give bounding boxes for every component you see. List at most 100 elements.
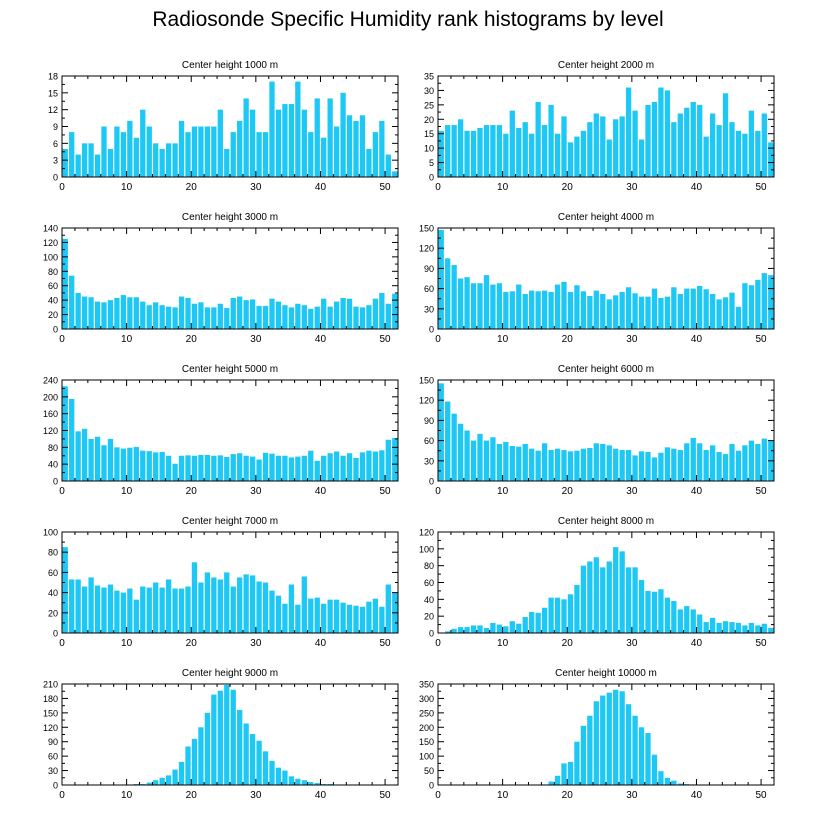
histogram-bar xyxy=(632,715,638,785)
histogram-bar xyxy=(587,296,593,329)
y-tick-label: 60 xyxy=(424,436,434,446)
histogram-bar xyxy=(165,306,172,329)
histogram-bar xyxy=(165,579,172,633)
x-tick-label: 20 xyxy=(186,486,198,497)
histogram-bar xyxy=(385,154,391,177)
histogram-bar xyxy=(548,781,554,785)
histogram-bar xyxy=(333,599,340,633)
histogram-bar xyxy=(262,132,269,177)
histogram-bar xyxy=(224,572,230,633)
y-tick-label: 80 xyxy=(48,443,58,453)
x-tick-label: 40 xyxy=(315,638,327,649)
histogram-bar xyxy=(722,621,729,633)
y-tick-label: 60 xyxy=(424,284,434,294)
x-tick-label: 40 xyxy=(315,182,327,193)
histogram-bar xyxy=(153,582,159,633)
histogram-bar xyxy=(709,445,716,481)
y-tick-label: 40 xyxy=(48,296,58,306)
panel-1: Center height 1000 m 0 10 20 30 40 50 0 3 6 9 12 15 1… xyxy=(48,60,399,193)
histogram-bar xyxy=(75,154,81,177)
histogram-bar xyxy=(445,401,451,481)
histogram-bar xyxy=(237,709,243,785)
panel-title: Center height 5000 m xyxy=(182,364,278,375)
histogram-bar xyxy=(690,101,696,177)
y-tick-label: 25 xyxy=(424,100,434,110)
histogram-bar xyxy=(392,171,398,177)
histogram-bar xyxy=(372,598,379,633)
histogram-bar xyxy=(314,597,320,633)
histogram-bar xyxy=(438,383,444,481)
histogram-bar xyxy=(735,622,742,633)
histogram-bar xyxy=(561,763,567,785)
histogram-bar xyxy=(146,126,152,177)
panel-title: Center height 6000 m xyxy=(558,364,654,375)
histogram-bar xyxy=(114,447,120,481)
histogram-bar xyxy=(729,443,735,481)
histogram-bar xyxy=(561,450,567,481)
histogram-bar xyxy=(516,446,522,481)
histogram-bar xyxy=(379,292,385,329)
histogram-bar xyxy=(237,577,243,633)
histogram-bar xyxy=(185,297,191,329)
histogram-bar xyxy=(671,780,677,785)
histogram-bar xyxy=(301,455,307,481)
histogram-bar xyxy=(709,617,716,633)
histogram-bar xyxy=(600,443,606,481)
histogram-bar xyxy=(490,437,496,481)
histogram-bar xyxy=(735,306,742,329)
y-tick-label: 120 xyxy=(419,244,434,254)
histogram-bar xyxy=(742,283,748,329)
y-tick-label: 300 xyxy=(419,694,434,704)
x-tick-label: 20 xyxy=(186,638,198,649)
histogram-bar xyxy=(385,303,391,329)
histogram-bar xyxy=(153,452,159,481)
histogram-bar xyxy=(541,443,548,481)
histogram-bar xyxy=(321,455,327,481)
histogram-bar xyxy=(600,567,606,633)
histogram-bar xyxy=(742,445,748,481)
histogram-bar xyxy=(516,127,522,177)
histogram-bar xyxy=(191,303,198,329)
histogram-bar xyxy=(153,302,159,329)
histogram-bar xyxy=(554,284,561,329)
histogram-bar xyxy=(340,92,346,177)
histogram-bar xyxy=(353,120,359,177)
histogram-bar xyxy=(81,143,88,177)
y-tick-label: 150 xyxy=(419,737,434,747)
histogram-bar xyxy=(761,438,767,481)
y-tick-label: 120 xyxy=(43,426,58,436)
histogram-bar xyxy=(308,782,314,785)
histogram-bar xyxy=(645,733,651,785)
histogram-bar xyxy=(372,132,379,177)
histogram-bar xyxy=(742,625,748,633)
x-tick-label: 30 xyxy=(250,486,262,497)
histogram-bar xyxy=(275,455,282,481)
histogram-bar xyxy=(140,586,146,633)
histogram-bar xyxy=(140,301,146,329)
x-tick-label: 10 xyxy=(497,182,509,193)
x-tick-label: 20 xyxy=(562,638,574,649)
histogram-bar xyxy=(127,447,133,481)
x-tick-label: 40 xyxy=(691,182,703,193)
histogram-bar xyxy=(464,277,470,329)
histogram-bar xyxy=(295,604,301,633)
histogram-bar xyxy=(690,437,696,481)
histogram-bar xyxy=(172,769,178,785)
histogram-bar xyxy=(593,290,599,329)
histogram-bar xyxy=(470,283,477,329)
histogram-bar xyxy=(262,452,269,481)
histogram-bar xyxy=(516,623,522,633)
histogram-bar xyxy=(178,455,185,481)
histogram-bar xyxy=(224,684,230,785)
histogram-bar xyxy=(541,125,548,177)
histogram-bar xyxy=(632,293,638,329)
histogram-bar xyxy=(748,110,755,177)
histogram-bar xyxy=(748,622,755,633)
x-tick-label: 10 xyxy=(121,334,133,345)
histogram-bar xyxy=(755,625,761,633)
x-tick-label: 40 xyxy=(691,486,703,497)
histogram-bar xyxy=(204,307,211,329)
histogram-bar xyxy=(120,592,127,633)
histogram-bar xyxy=(645,296,651,329)
histogram-bar xyxy=(470,625,477,633)
